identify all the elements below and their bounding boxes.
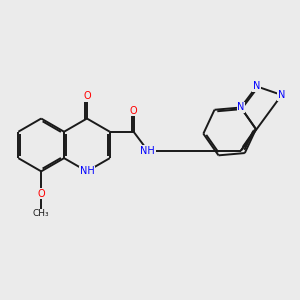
Text: O: O [130,106,137,116]
Text: NH: NH [140,146,155,156]
Text: CH₃: CH₃ [33,209,50,218]
Text: O: O [38,189,45,199]
Text: O: O [83,91,91,101]
Text: NH: NH [80,167,94,176]
Text: N: N [237,103,244,112]
Text: N: N [278,90,285,100]
Text: N: N [253,81,260,92]
